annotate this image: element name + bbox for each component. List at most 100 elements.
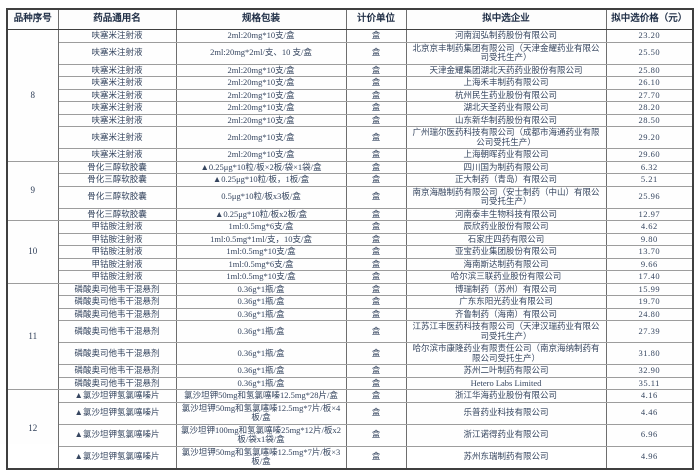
cell-price: 9.66 (605, 257, 694, 271)
table-row: 甲钴胺注射液 1ml:0.5mg*10支/盒盒哈尔滨三联药业股份有限公司 17.40 (7, 270, 694, 284)
cell-price: 19.70 (605, 295, 694, 309)
cell-company: 北京京丰制药集团有限公司（天津金耀药业有限公司受托生产） (405, 41, 607, 65)
cell-company: 哈尔滨市康隆药业有限责任公司（南京海纳制药有限公司受托生产） (405, 342, 607, 365)
cell-spec: 2ml:20mg*10支/盒 (175, 101, 347, 115)
cell-drug-name: 呋塞米注射液 (57, 113, 177, 127)
cell-unit: 盒 (345, 295, 407, 309)
cell-price: 6.32 (605, 160, 694, 174)
table-row: 甲钴胺注射液 1ml:0.5mg*1ml/支，10支/盒盒石家庄四药有限公司 9.8… (7, 232, 694, 246)
cell-unit: 盒 (345, 148, 407, 162)
cell-price: 35.11 (605, 376, 694, 390)
cell-spec: 氯沙坦钾50mg和氢氯噻嗪12.5mg*28片/盒 (175, 389, 347, 403)
cell-price: 32.90 (605, 364, 694, 378)
cell-spec: 2ml:20mg*10支/盒 (175, 148, 347, 162)
cell-unit: 盒 (345, 232, 407, 246)
header-row: 品种序号 药品通用名 规格包装 计价单位 拟中选企业 拟中选价格（元） (6, 8, 694, 30)
cell-spec: ▲0.25μg*10粒/板，1板/盒 (175, 173, 347, 187)
table-body: 8 呋塞米注射液 2ml:20mg*10支/盒盒河南润弘制药股份有限公司 23.20 呋… (6, 29, 694, 469)
cell-spec: 氯沙坦钾50mg和氢氯噻嗪12.5mg*7片/板×4板/盒 (175, 401, 347, 425)
cell-spec: 0.36g*1瓶/盒 (175, 307, 347, 321)
selected-drug-price-table: 品种序号 药品通用名 规格包装 计价单位 拟中选企业 拟中选价格（元） 8 呋塞米… (6, 8, 694, 470)
table-row: 骨化三醇软胶囊 0.5μg*10粒/板x3板/盒盒南京海融制药有限公司（安士制药（… (7, 185, 694, 209)
cell-spec: 1ml:0.5mg*6支/盒 (175, 220, 347, 234)
cell-company: 四川国为制药有限公司 (405, 160, 607, 174)
table-row: 磷酸奥司他韦干混悬剂 0.36g*1瓶/盒盒广东东阳光药业有限公司 19.70 (7, 295, 694, 309)
cell-company: 海南斯达制药有限公司 (405, 257, 607, 271)
cell-company: 江苏江丰医药科技有限公司（天津汉瑞药业有限公司受托生产） (405, 320, 607, 343)
cell-company: 苏州二叶制药有限公司 (405, 364, 607, 378)
cell-company: 哈尔滨三联药业股份有限公司 (405, 270, 607, 284)
cell-company: Hetero Labs Limited (405, 376, 607, 390)
cell-drug-name: 甲钴胺注射液 (57, 220, 177, 234)
cell-drug-name: 磷酸奥司他韦干混悬剂 (57, 320, 177, 343)
cell-unit: 盒 (345, 389, 407, 403)
table-row: 磷酸奥司他韦干混悬剂 0.36g*1瓶/盒盒 Hetero Labs Limited… (7, 376, 694, 390)
cell-drug-name: ▲氯沙坦钾氢氯噻嗪片 (57, 401, 177, 425)
cell-company: 河南润弘制药股份有限公司 (405, 29, 607, 43)
cell-unit: 盒 (345, 257, 407, 271)
cell-price: 12.97 (605, 207, 694, 221)
header-spec-pack: 规格包装 (175, 8, 347, 30)
cell-unit: 盒 (345, 76, 407, 90)
cell-company: 辰欣药业股份有限公司 (405, 220, 607, 234)
cell-drug-name: 呋塞米注射液 (57, 41, 177, 65)
cell-price: 23.20 (605, 29, 694, 43)
cell-drug-name: 甲钴胺注射液 (57, 232, 177, 246)
cell-company: 乐普药业科技有限公司 (405, 401, 607, 425)
cell-price: 28.20 (605, 101, 694, 115)
cell-spec: ▲0.25μg*10粒/板x2板/盒 (175, 207, 347, 221)
cell-unit: 盒 (345, 342, 407, 365)
header-selected-company: 拟中选企业 (405, 8, 607, 30)
cell-spec: 2ml:20mg*10支/盒 (175, 76, 347, 90)
table-header: 品种序号 药品通用名 规格包装 计价单位 拟中选企业 拟中选价格（元） (6, 8, 694, 30)
table-row: 呋塞米注射液 2ml:20mg*10支/盒盒山东新华制药股份有限公司 28.50 (7, 113, 694, 127)
table-row: 甲钴胺注射液 1ml:0.5mg*6支/盒盒海南斯达制药有限公司 9.66 (7, 257, 694, 271)
table-row: 呋塞米注射液 2ml:20mg*10支/盒盒天津金耀集团湖北天药药业股份有限公司 2… (7, 63, 694, 77)
cell-unit: 盒 (345, 282, 407, 296)
cell-price: 29.60 (605, 148, 694, 162)
table-row: 呋塞米注射液 2ml:20mg*2ml/支、10 支/盒盒北京京丰制药集团有限公司… (7, 41, 694, 65)
cell-company: 正大制药（青岛）有限公司 (405, 173, 607, 187)
cell-drug-name: ▲氯沙坦钾氢氯噻嗪片 (57, 389, 177, 403)
cell-price: 13.70 (605, 245, 694, 259)
cell-spec: 0.36g*1瓶/盒 (175, 295, 347, 309)
cell-drug-name: 呋塞米注射液 (57, 88, 177, 102)
table-row: 磷酸奥司他韦干混悬剂 0.36g*1瓶/盒盒齐鲁制药（海南）有限公司 24.80 (7, 307, 694, 321)
cell-price: 25.50 (605, 41, 694, 65)
cell-unit: 盒 (345, 270, 407, 284)
cell-spec: 0.36g*1瓶/盒 (175, 364, 347, 378)
cell-unit: 盒 (345, 113, 407, 127)
cell-drug-name: 磷酸奥司他韦干混悬剂 (57, 364, 177, 378)
cell-company: 天津金耀集团湖北天药药业股份有限公司 (405, 63, 607, 77)
cell-company: 广东东阳光药业有限公司 (405, 295, 607, 309)
cell-unit: 盒 (345, 445, 407, 469)
cell-spec: 氯沙坦钾100mg和氢氯噻嗪25mg*12片/板x2板/袋x1袋/盒 (175, 423, 347, 447)
cell-unit: 盒 (345, 173, 407, 187)
cell-unit: 盒 (345, 401, 407, 425)
cell-spec: 2ml:20mg*10支/盒 (175, 113, 347, 127)
cell-drug-name: 骨化三醇软胶囊 (57, 207, 177, 221)
cell-spec: 0.5μg*10粒/板x3板/盒 (175, 185, 347, 209)
table-row: 呋塞米注射液 2ml:20mg*10支/盒盒广州瑞尔医药科技有限公司（成都市海通药… (7, 126, 694, 149)
cell-spec: 1ml:0.5mg*1ml/支，10支/盒 (175, 232, 347, 246)
cell-spec: 1ml:0.5mg*10支/盒 (175, 245, 347, 259)
cell-unit: 盒 (345, 364, 407, 378)
cell-spec: 2ml:20mg*10支/盒 (175, 29, 347, 43)
table-row: 8 呋塞米注射液 2ml:20mg*10支/盒盒河南润弘制药股份有限公司 23.20 (6, 29, 694, 162)
cell-company: 齐鲁制药（海南）有限公司 (405, 307, 607, 321)
cell-spec: 2ml:20mg*10支/盒 (175, 126, 347, 149)
table-row: 骨化三醇软胶囊 ▲0.25μg*10粒/板x2板/盒盒河南泰丰生物科技有限公司 12… (7, 207, 694, 221)
cell-drug-name: 呋塞米注射液 (57, 29, 177, 43)
cell-price: 27.39 (605, 320, 694, 343)
cell-drug-name: 磷酸奥司他韦干混悬剂 (57, 282, 177, 296)
table-row: 9 骨化三醇软胶囊 ▲0.25μg*10粒/板×2板/袋×1袋/盒盒四川国为制药有限… (6, 160, 694, 221)
cell-company: 上海禾丰制药有限公司 (405, 76, 607, 90)
cell-variety-no: 10 (6, 220, 59, 284)
cell-spec: 氯沙坦钾50mg和氢氯噻嗪12.5mg*7片/板×3板/盒 (175, 445, 347, 469)
header-variety-no: 品种序号 (6, 8, 59, 30)
cell-company: 苏州东瑞制药有限公司 (405, 445, 607, 469)
table-row: 11 磷酸奥司他韦干混悬剂 0.36g*1瓶/盒盒博瑞制药（苏州）有限公司 15.99 (6, 282, 694, 390)
table-row: 呋塞米注射液 2ml:20mg*10支/盒盒上海朝晖药业有限公司 29.60 (7, 148, 694, 162)
cell-spec: 2ml:20mg*10支/盒 (175, 88, 347, 102)
cell-unit: 盒 (345, 245, 407, 259)
